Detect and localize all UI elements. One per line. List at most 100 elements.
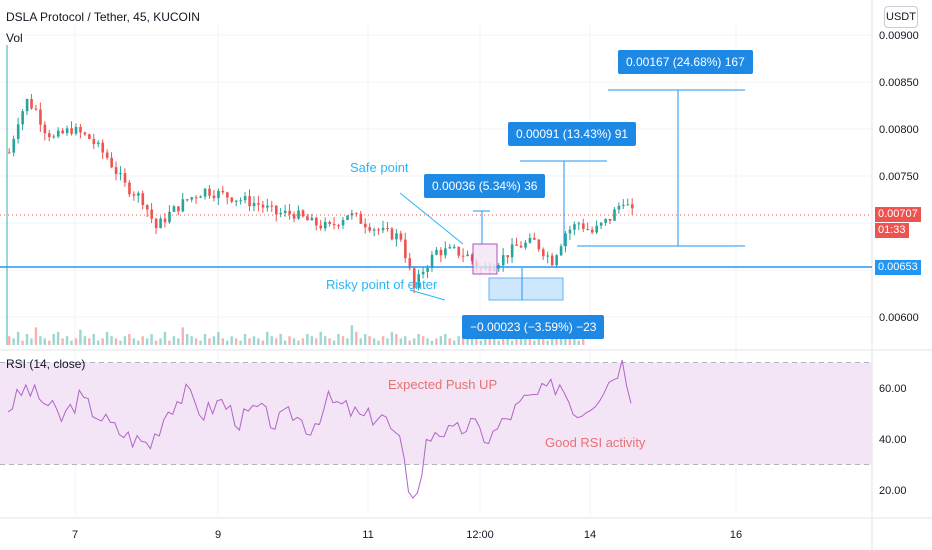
volume-bar-71 (323, 336, 327, 345)
volume-bar-105 (475, 336, 478, 345)
candle-body-137 (617, 205, 621, 210)
support-price-tag: 0.00653 (875, 260, 921, 275)
candle-body-36 (168, 211, 171, 223)
safe-point-pointer (399, 192, 464, 245)
volume-bar-28 (132, 338, 135, 345)
price-tick-3: 0.00750 (879, 171, 919, 183)
candle-body-112 (506, 255, 509, 258)
volume-bar-88 (399, 338, 402, 345)
candle-body-65 (297, 210, 300, 219)
candle-body-92 (417, 274, 420, 288)
volume-bar-101 (457, 336, 460, 345)
volume-bar-54 (248, 338, 251, 345)
rsi-tick-0: 60.00 (879, 383, 907, 395)
volume-bar-21 (101, 338, 104, 345)
volume-bar-67 (306, 334, 309, 345)
measure-callout-2[interactable]: 0.00091 (13.43%) 91 (508, 122, 637, 146)
volume-bar-90 (408, 340, 411, 345)
volume-bar-37 (172, 336, 176, 345)
rsi-line (7, 359, 632, 499)
candle-body-49 (226, 192, 229, 198)
volume-bar-6 (34, 327, 38, 345)
volume-bar-75 (341, 336, 345, 345)
candle-body-121 (546, 255, 550, 257)
candle-body-100 (453, 246, 456, 248)
volume-bar-73 (332, 340, 336, 345)
candle-body-126 (568, 229, 572, 234)
candle-body-54 (248, 196, 251, 207)
candle-body-3 (21, 111, 24, 125)
volume-bar-123 (555, 334, 558, 345)
time-tick-1: 9 (215, 529, 221, 541)
candle-body-58 (266, 205, 269, 208)
measure-callout-1[interactable]: 0.00036 (5.34%) 36 (424, 174, 546, 198)
volume-bar-98 (444, 334, 447, 345)
risky-point-pointer (409, 289, 446, 301)
volume-bar-35 (163, 331, 167, 345)
volume-bar-80 (364, 334, 367, 345)
candle-body-45 (208, 188, 211, 196)
candle-body-93 (421, 271, 425, 275)
volume-bar-32 (150, 334, 153, 345)
candle-body-98 (444, 248, 447, 256)
candle-body-131 (590, 229, 594, 233)
volume-bar-9 (48, 340, 51, 345)
candle-body-136 (613, 209, 616, 221)
candle-body-73 (332, 223, 336, 226)
time-tick-4: 14 (584, 529, 596, 541)
price-tick-4: 0.00600 (879, 312, 919, 324)
measure-callout-3[interactable]: 0.00167 (24.68%) 167 (618, 50, 753, 74)
price-tick-2: 0.00800 (879, 124, 919, 136)
candle-body-132 (595, 225, 598, 233)
currency-button[interactable]: USDT (884, 6, 918, 28)
expected-push-note: Expected Push UP (388, 377, 498, 392)
volume-bar-76 (346, 338, 349, 345)
volume-bar-87 (395, 334, 398, 345)
volume-label[interactable]: Vol (6, 31, 23, 45)
candle-body-91 (412, 268, 416, 288)
candle-body-111 (501, 255, 505, 266)
volume-bar-14 (70, 340, 73, 345)
rsi-tick-1: 40.00 (879, 434, 907, 446)
candle-body-5 (30, 99, 33, 109)
candle-body-30 (141, 193, 145, 206)
candle-body-99 (448, 247, 452, 249)
candle-body-59 (270, 205, 274, 207)
symbol-title[interactable]: DSLA Protocol / Tether, 45, KUCOIN (6, 10, 200, 24)
candle-body-47 (217, 190, 220, 198)
volume-bar-44 (203, 334, 207, 345)
candle-body-4 (25, 99, 29, 112)
candle-body-97 (439, 249, 443, 256)
volume-bar-118 (533, 340, 536, 345)
candle-body-69 (315, 217, 318, 226)
candle-body-40 (186, 199, 189, 201)
volume-bar-38 (177, 338, 180, 345)
volume-bar-116 (524, 336, 527, 345)
candle-body-64 (292, 214, 296, 219)
candle-body-7 (39, 109, 42, 125)
volume-bar-18 (88, 338, 91, 345)
candle-body-115 (519, 245, 523, 248)
volume-bar-56 (257, 338, 260, 345)
volume-bar-97 (439, 336, 443, 345)
volume-bar-45 (208, 338, 211, 345)
countdown-tag: 01:33 (875, 223, 909, 238)
candle-body-37 (172, 206, 176, 212)
volume-bar-17 (83, 336, 87, 345)
candle-body-63 (288, 210, 291, 215)
rsi-label[interactable]: RSI (14, close) (6, 357, 86, 371)
rsi-tick-2: 20.00 (879, 485, 907, 497)
volume-bar-95 (430, 340, 434, 345)
candle-body-61 (279, 212, 283, 215)
candle-body-127 (573, 224, 576, 230)
volume-bar-13 (65, 336, 69, 345)
volume-bar-60 (275, 338, 278, 345)
volume-bar-33 (154, 340, 158, 345)
candle-body-104 (470, 254, 474, 262)
volume-bar-125 (564, 338, 567, 345)
volume-bar-83 (377, 340, 380, 345)
volume-bar-86 (390, 331, 394, 345)
measure-callout-4[interactable]: −0.00023 (−3.59%) −23 (462, 315, 605, 339)
